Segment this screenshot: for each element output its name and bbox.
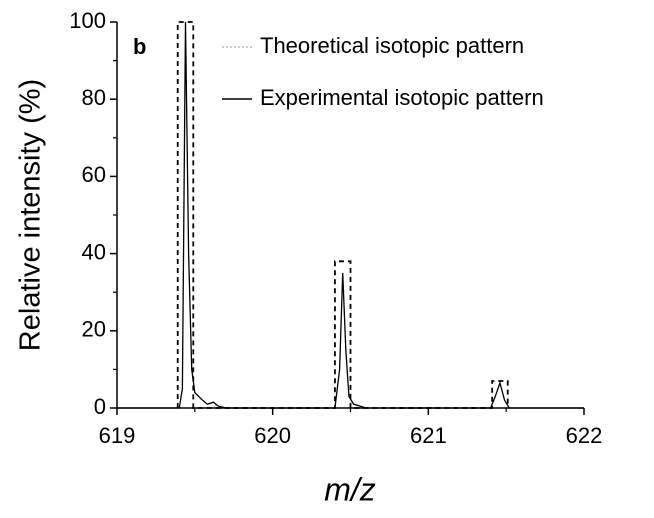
y-axis-label: Relative intensity (%) <box>15 79 47 351</box>
y-tick-label: 100 <box>69 8 106 33</box>
x-tick-label: 622 <box>566 423 603 448</box>
y-tick-label: 80 <box>82 85 106 110</box>
panel-label: b <box>133 34 146 59</box>
y-tick-label: 0 <box>94 394 106 419</box>
x-axis-label: m/z <box>324 471 376 507</box>
data-line <box>176 21 509 409</box>
y-tick-label: 40 <box>82 239 106 264</box>
y-tick-label: 60 <box>82 162 106 187</box>
y-tick-label: 20 <box>82 317 106 342</box>
data-line <box>117 21 584 409</box>
legend-label: Experimental isotopic pattern <box>260 85 544 110</box>
x-tick-label: 620 <box>254 423 291 448</box>
x-tick-label: 621 <box>410 423 447 448</box>
legend-label: Theoretical isotopic pattern <box>260 33 524 58</box>
x-tick-label: 619 <box>99 423 136 448</box>
